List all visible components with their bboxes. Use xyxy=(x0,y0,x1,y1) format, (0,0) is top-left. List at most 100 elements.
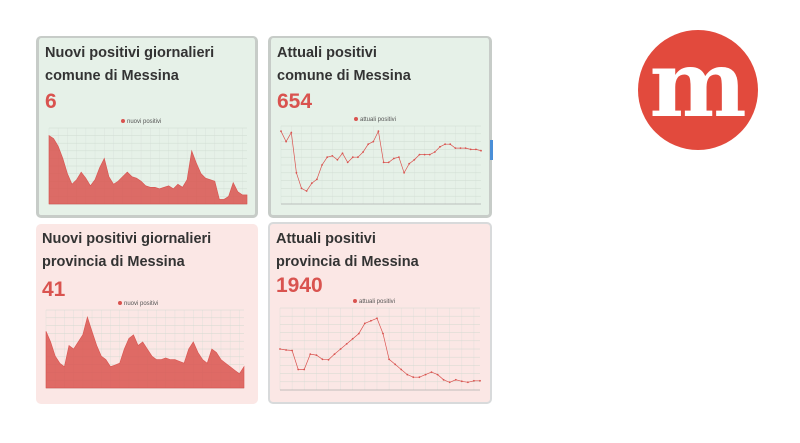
panel-nuovi-provincia: Nuovi positivi giornalieri provincia di … xyxy=(36,224,258,404)
data-point xyxy=(408,162,411,165)
data-point xyxy=(351,337,354,340)
panel-nuovi-comune: Nuovi positivi giornalieri comune di Mes… xyxy=(36,36,258,218)
kpi-value: 41 xyxy=(42,278,66,301)
data-point xyxy=(464,147,467,149)
data-point xyxy=(394,363,397,366)
data-point xyxy=(467,381,469,384)
data-point xyxy=(430,371,433,373)
data-point xyxy=(327,358,330,361)
title-line-1: Nuovi positivi giornalieri xyxy=(45,45,215,61)
data-point xyxy=(309,353,312,355)
legend-label: nuovi positivi xyxy=(127,119,161,125)
data-point xyxy=(357,156,359,159)
data-point xyxy=(326,156,329,159)
data-point xyxy=(291,349,293,352)
legend-swatch xyxy=(353,299,357,303)
panel-title: Attuali positivi provincia di Messina xyxy=(276,228,496,274)
data-point xyxy=(279,348,281,350)
grid xyxy=(280,125,481,205)
panel-title: Nuovi positivi giornalieri comune di Mes… xyxy=(45,42,265,88)
data-point xyxy=(400,368,403,371)
data-point xyxy=(475,148,477,151)
title-line-1: Nuovi positivi giornalieri xyxy=(42,231,212,247)
data-point xyxy=(315,354,318,356)
chart-nuovi-comune: nuovi positivi xyxy=(48,119,248,205)
data-point xyxy=(345,343,348,345)
data-point xyxy=(406,373,409,376)
legend-label: attuali positivi xyxy=(359,299,395,305)
data-point xyxy=(449,143,452,146)
data-point xyxy=(377,130,380,133)
data-point xyxy=(290,131,293,134)
legend-label: attuali positivi xyxy=(360,117,396,123)
data-point xyxy=(333,353,336,355)
data-point xyxy=(392,157,395,160)
data-point xyxy=(331,155,334,157)
data-point xyxy=(285,140,287,143)
kpi-value: 6 xyxy=(45,90,57,113)
data-point xyxy=(442,378,445,381)
panel-title: Attuali positivi comune di Messina xyxy=(277,42,497,88)
data-point xyxy=(423,153,426,156)
data-point xyxy=(346,161,349,164)
data-point xyxy=(305,190,308,192)
data-point xyxy=(436,373,439,376)
data-point xyxy=(382,161,385,164)
data-point xyxy=(473,379,475,382)
data-point xyxy=(310,182,313,185)
area-series xyxy=(45,316,245,389)
legend-label: nuovi positivi xyxy=(124,301,158,307)
grid xyxy=(279,307,480,391)
chart-nuovi-provincia: nuovi positivi xyxy=(45,301,245,389)
data-point xyxy=(303,368,306,371)
data-point xyxy=(363,322,366,325)
panel-title: Nuovi positivi giornalieri provincia di … xyxy=(42,228,262,274)
legend-swatch xyxy=(354,117,358,121)
data-point xyxy=(479,379,481,382)
data-point xyxy=(285,349,287,351)
data-point xyxy=(367,143,370,146)
data-point xyxy=(480,149,482,152)
data-point xyxy=(454,147,457,149)
title-line-1: Attuali positivi xyxy=(276,231,376,247)
data-point xyxy=(280,130,282,133)
data-point xyxy=(321,164,323,166)
legend-swatch xyxy=(118,301,122,305)
kpi-value: 1940 xyxy=(276,274,323,297)
title-line-1: Attuali positivi xyxy=(277,45,377,61)
data-point xyxy=(376,317,378,320)
scroll-tab[interactable] xyxy=(490,140,493,160)
data-point xyxy=(357,332,360,335)
data-point xyxy=(418,376,421,379)
data-point xyxy=(351,156,354,159)
data-point xyxy=(339,348,342,350)
data-point xyxy=(439,145,441,148)
data-point xyxy=(403,171,405,174)
data-point xyxy=(454,378,457,381)
line-series xyxy=(279,317,480,383)
title-line-2: provincia di Messina xyxy=(276,254,419,270)
data-point xyxy=(321,358,324,361)
area-series xyxy=(48,135,248,205)
data-point xyxy=(300,187,303,190)
data-point xyxy=(297,368,300,371)
brand-logo: m xyxy=(638,30,758,150)
data-point xyxy=(295,171,298,174)
data-point xyxy=(370,319,372,322)
logo-circle xyxy=(638,30,758,150)
data-point xyxy=(388,358,390,361)
data-point xyxy=(336,158,339,161)
panel-attuali-comune: Attuali positivi comune di Messina 654 a… xyxy=(268,36,492,218)
data-point xyxy=(316,178,318,181)
data-point xyxy=(460,380,463,383)
data-point xyxy=(469,148,472,151)
data-point xyxy=(428,153,431,156)
data-point xyxy=(387,161,390,164)
data-point xyxy=(362,151,364,153)
data-point xyxy=(424,373,427,376)
data-point xyxy=(418,153,421,156)
kpi-value: 654 xyxy=(277,90,313,113)
line-series xyxy=(280,130,482,192)
title-line-2: provincia di Messina xyxy=(42,254,185,270)
title-line-2: comune di Messina xyxy=(45,68,179,84)
